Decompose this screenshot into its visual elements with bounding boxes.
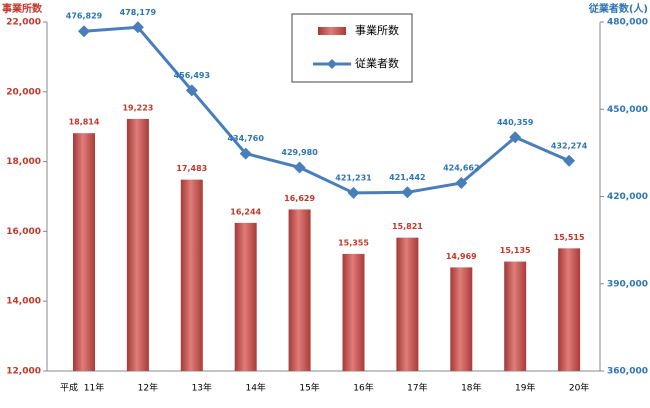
y-tick-label: 20,000 (6, 87, 41, 97)
legend-marker (327, 59, 337, 69)
legend (291, 13, 413, 83)
x-tick-label: 16年 (353, 382, 373, 394)
bar (288, 209, 311, 371)
line-value-label: 440,359 (497, 118, 534, 127)
x-tick-label: 15年 (299, 382, 319, 394)
x-tick-label: 17年 (407, 382, 427, 394)
x-tick-label: 13年 (192, 382, 212, 394)
bar-value-label: 18,814 (69, 118, 100, 127)
x-tick-label: 11年 (84, 382, 104, 394)
bar-value-label: 16,244 (230, 207, 261, 216)
x-tick-label: 12年 (138, 382, 158, 394)
bar-value-label: 15,355 (338, 238, 369, 247)
bar (504, 261, 527, 371)
bar (396, 237, 419, 371)
x-tick-label: 14年 (245, 382, 265, 394)
y-tick-label: 14,000 (6, 297, 41, 307)
line-value-label: 476,829 (66, 12, 103, 21)
bar-value-label: 17,483 (176, 164, 207, 173)
bar-value-label: 19,223 (122, 103, 153, 112)
bar-value-label: 15,515 (554, 233, 585, 242)
bar (450, 267, 473, 371)
line-value-label: 429,980 (281, 148, 318, 157)
x-tick-label: 19年 (515, 382, 535, 394)
line-value-label: 456,493 (174, 71, 210, 80)
y2-tick-label: 420,000 (607, 192, 648, 202)
line-value-label: 421,442 (389, 173, 425, 182)
legend-label: 従業者数 (355, 57, 399, 70)
bar-value-label: 14,969 (446, 252, 477, 261)
line-value-label: 434,760 (227, 134, 264, 143)
y2-tick-label: 360,000 (607, 367, 648, 377)
line-value-label: 478,179 (120, 8, 157, 17)
y-tick-label: 22,000 (6, 18, 41, 28)
legend-swatch (318, 27, 346, 35)
line-marker (131, 21, 144, 34)
bar-value-label: 15,135 (500, 246, 531, 255)
y-tick-label: 16,000 (6, 227, 41, 237)
line-marker (185, 84, 198, 97)
bar (180, 179, 203, 371)
y-tick-label: 18,000 (6, 157, 41, 167)
bar-value-label: 15,821 (392, 222, 423, 231)
line-marker (509, 131, 522, 144)
y2-axis-title: 従業者数(人) (588, 2, 648, 15)
line-marker (78, 25, 90, 38)
y2-tick-label: 480,000 (607, 18, 648, 28)
bar (342, 253, 365, 371)
bar (126, 118, 149, 371)
x-axis-prefix: 平成 (60, 382, 78, 394)
bar (558, 248, 581, 371)
line-value-label: 432,274 (551, 141, 588, 150)
line-value-label: 421,231 (335, 173, 372, 182)
line-marker (563, 154, 576, 167)
bar (234, 222, 257, 371)
y2-tick-label: 450,000 (607, 105, 648, 115)
line-marker (293, 161, 306, 174)
y-tick-label: 12,000 (6, 367, 41, 377)
line (83, 25, 570, 195)
line-marker (401, 186, 414, 199)
legend-label: 事業所数 (355, 24, 399, 37)
line-marker (455, 176, 468, 189)
y2-tick-label: 390,000 (607, 279, 648, 289)
line-value-label: 424,662 (443, 163, 479, 172)
y-axis-title: 事業所数 (2, 2, 43, 15)
line-marker (347, 186, 360, 199)
x-tick-label: 20年 (569, 382, 589, 394)
bar-value-label: 16,629 (284, 194, 315, 203)
bar (73, 133, 95, 371)
line-marker (239, 147, 252, 160)
x-tick-label: 18年 (461, 382, 481, 394)
